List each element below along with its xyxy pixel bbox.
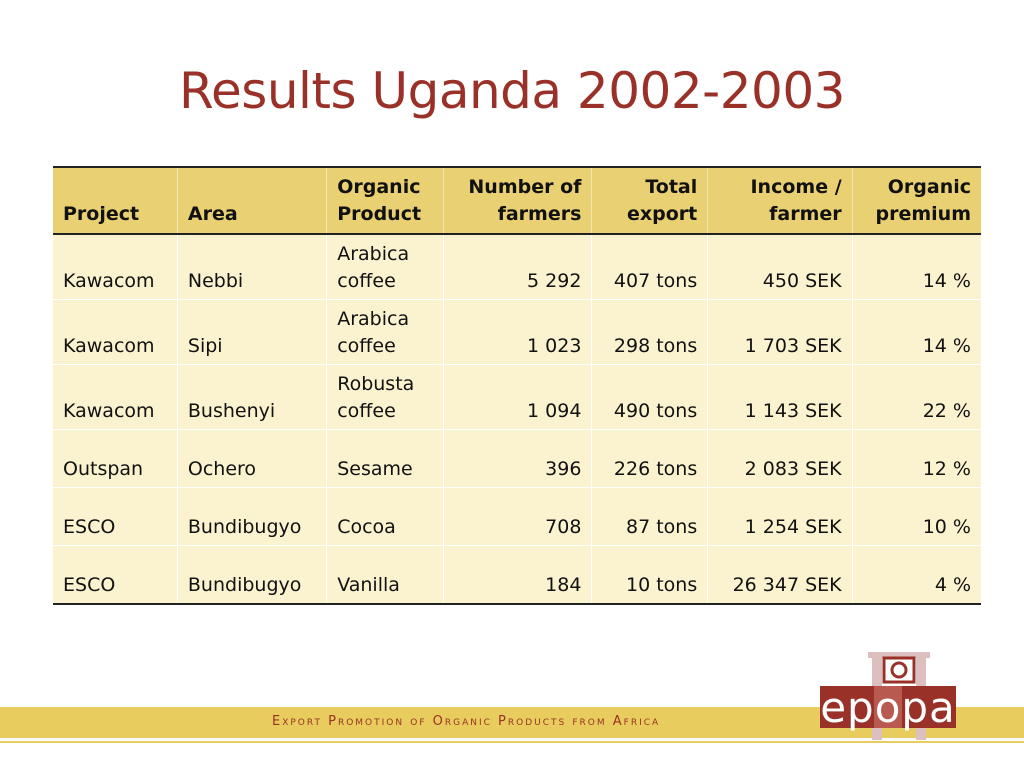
- cell-export: 490 tons: [591, 364, 708, 430]
- cell-premium: 22 %: [851, 364, 981, 430]
- epopa-logo: epopa: [820, 652, 956, 740]
- cell-area: Nebbi: [176, 233, 327, 300]
- cell-project: ESCO: [53, 545, 178, 605]
- header-income-per-farmer: Income / farmer: [707, 166, 853, 235]
- table-row: Outspan Ochero Sesame 396 226 tons 2 083…: [53, 429, 981, 488]
- cell-project: ESCO: [53, 487, 178, 546]
- cell-income: 1 254 SEK: [707, 487, 853, 546]
- cell-export: 10 tons: [591, 545, 708, 605]
- table-row: ESCO Bundibugyo Vanilla 184 10 tons 26 3…: [53, 545, 981, 605]
- cell-farmers: 1 094: [442, 364, 592, 430]
- table-row: ESCO Bundibugyo Cocoa 708 87 tons 1 254 …: [53, 487, 981, 546]
- cell-farmers: 5 292: [442, 233, 592, 300]
- results-table: Project Area Organic Product Number of far…: [53, 166, 981, 605]
- header-project: Project: [53, 166, 178, 235]
- footer-tagline: Export Promotion of Organic Products fro…: [272, 714, 661, 729]
- cell-premium: 10 %: [851, 487, 981, 546]
- table-header-row: Project Area Organic Product Number of far…: [53, 166, 981, 235]
- header-organic-product: Organic Product: [326, 166, 444, 235]
- cell-project: Kawacom: [53, 364, 178, 430]
- cell-product: Vanilla: [326, 545, 444, 605]
- cell-project: Outspan: [53, 429, 178, 488]
- cell-area: Bundibugyo: [176, 487, 327, 546]
- slide-title: Results Uganda 2002-2003: [179, 62, 845, 120]
- cell-project: Kawacom: [53, 299, 178, 365]
- header-organic-premium: Organic premium: [851, 166, 981, 235]
- cell-area: Bundibugyo: [176, 545, 327, 605]
- cell-export: 298 tons: [591, 299, 708, 365]
- cell-product: Cocoa: [326, 487, 444, 546]
- cell-farmers: 184: [442, 545, 592, 605]
- cell-product: Arabica coffee: [326, 299, 444, 365]
- header-number-of-farmers: Number of farmers: [442, 166, 592, 235]
- logo-text: epopa: [820, 683, 956, 732]
- footer-divider: [0, 741, 1024, 743]
- cell-income: 26 347 SEK: [707, 545, 853, 605]
- cell-export: 407 tons: [591, 233, 708, 300]
- cell-premium: 12 %: [851, 429, 981, 488]
- cell-premium: 14 %: [851, 233, 981, 300]
- table-row: Kawacom Bushenyi Robusta coffee 1 094 490…: [53, 364, 981, 430]
- cell-farmers: 708: [442, 487, 592, 546]
- cell-income: 450 SEK: [707, 233, 853, 300]
- header-total-export: Total export: [591, 166, 708, 235]
- cell-area: Sipi: [176, 299, 327, 365]
- cell-product: Robusta coffee: [326, 364, 444, 430]
- cell-area: Ochero: [176, 429, 327, 488]
- cell-project: Kawacom: [53, 233, 178, 300]
- cell-export: 226 tons: [591, 429, 708, 488]
- cell-income: 2 083 SEK: [707, 429, 853, 488]
- cell-premium: 14 %: [851, 299, 981, 365]
- cell-product: Arabica coffee: [326, 233, 444, 300]
- cell-product: Sesame: [326, 429, 444, 488]
- header-area: Area: [176, 166, 327, 235]
- cell-farmers: 396: [442, 429, 592, 488]
- cell-income: 1 703 SEK: [707, 299, 853, 365]
- cell-premium: 4 %: [851, 545, 981, 605]
- cell-income: 1 143 SEK: [707, 364, 853, 430]
- cell-area: Bushenyi: [176, 364, 327, 430]
- cell-farmers: 1 023: [442, 299, 592, 365]
- cell-export: 87 tons: [591, 487, 708, 546]
- table-row: Kawacom Sipi Arabica coffee 1 023 298 ton…: [53, 299, 981, 365]
- table-row: Kawacom Nebbi Arabica coffee 5 292 407 to…: [53, 233, 981, 300]
